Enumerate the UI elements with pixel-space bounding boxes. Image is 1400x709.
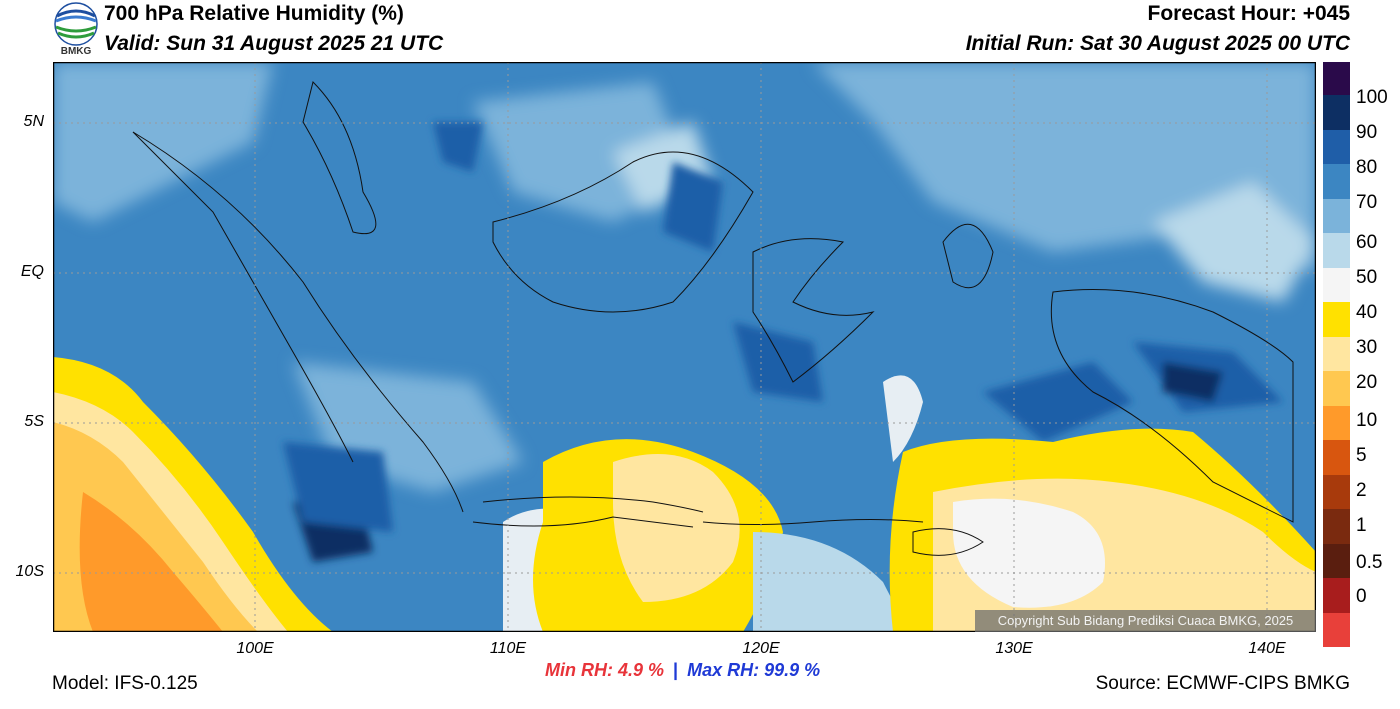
logo-text: BMKG (60, 46, 92, 57)
humidity-80-90-regions (283, 122, 1283, 562)
colorbar-label: 50 (1356, 267, 1378, 288)
max-rh-value: 99.9 % (764, 660, 821, 680)
lat-tick-eq: EQ (20, 263, 44, 280)
colorbar-label: 5 (1356, 445, 1367, 466)
colorbar-swatch (1323, 199, 1350, 233)
colorbar (1323, 62, 1350, 647)
colorbar-label: 90 (1356, 122, 1378, 143)
colorbar-swatch (1323, 578, 1350, 613)
colorbar-swatch (1323, 164, 1350, 199)
lon-tick-130e: 130E (995, 640, 1033, 657)
lon-tick-110e: 110E (489, 640, 527, 657)
colorbar-label: 80 (1356, 157, 1378, 178)
bmkg-logo (52, 2, 100, 60)
colorbar-swatch (1323, 613, 1350, 647)
colorbar-swatch (1323, 233, 1350, 268)
colorbar-label: 20 (1356, 372, 1378, 393)
colorbar-label: 2 (1356, 480, 1367, 501)
lat-tick-5s: 5S (24, 413, 44, 430)
coastlines (132, 81, 1294, 556)
colorbar-label: 100 (1356, 87, 1388, 108)
colorbar-swatch (1323, 406, 1350, 440)
max-rh-label: Max RH: (687, 660, 760, 680)
dry-region-southwest (53, 357, 333, 632)
colorbar-swatch (1323, 130, 1350, 164)
forecast-hour: Forecast Hour: +045 (1147, 2, 1351, 25)
chart-title: 700 hPa Relative Humidity (%) (104, 2, 404, 25)
initial-run: Initial Run: Sat 30 August 2025 00 UTC (965, 32, 1350, 55)
colorbar-label: 1 (1356, 515, 1367, 536)
colorbar-swatch (1323, 302, 1350, 337)
map-frame (52, 61, 1317, 633)
min-rh-value: 4.9 % (618, 660, 665, 680)
colorbar-label: 40 (1356, 302, 1378, 323)
colorbar-swatch (1323, 371, 1350, 406)
colorbar-label: 10 (1356, 410, 1378, 431)
humidity-map (52, 61, 1317, 633)
lon-tick-100e: 100E (236, 640, 274, 657)
colorbar-label: 60 (1356, 232, 1378, 253)
colorbar-label: 0.5 (1356, 552, 1383, 573)
gridlines (53, 62, 1316, 632)
min-rh-label: Min RH: (545, 660, 613, 680)
lat-tick-5n: 5N (23, 113, 44, 130)
stats-separator: | (673, 660, 679, 680)
model-name: Model: IFS-0.125 (52, 673, 198, 694)
colorbar-swatch (1323, 440, 1350, 475)
data-source: Source: ECMWF-CIPS BMKG (1095, 673, 1350, 694)
colorbar-label: 30 (1356, 337, 1378, 358)
copyright-notice: Copyright Sub Bidang Prediksi Cuaca BMKG… (975, 610, 1316, 632)
valid-time: Valid: Sun 31 August 2025 21 UTC (104, 32, 444, 55)
lat-tick-10s: 10S (15, 563, 44, 580)
colorbar-label: 70 (1356, 192, 1378, 213)
colorbar-swatch (1323, 509, 1350, 544)
lon-tick-120e: 120E (742, 640, 780, 657)
colorbar-label: 0 (1356, 586, 1367, 607)
colorbar-swatch (1323, 268, 1350, 302)
lon-tick-140e: 140E (1248, 640, 1286, 657)
colorbar-swatch (1323, 62, 1350, 95)
rh-stats: Min RH: 4.9 % | Max RH: 99.9 % (545, 660, 820, 681)
colorbar-swatch (1323, 337, 1350, 371)
colorbar-swatch (1323, 544, 1350, 578)
dry-region-east (883, 375, 1316, 632)
colorbar-swatch (1323, 475, 1350, 509)
dry-region-central (503, 439, 913, 632)
colorbar-swatch (1323, 95, 1350, 130)
humidity-60-70-regions (53, 62, 1316, 492)
